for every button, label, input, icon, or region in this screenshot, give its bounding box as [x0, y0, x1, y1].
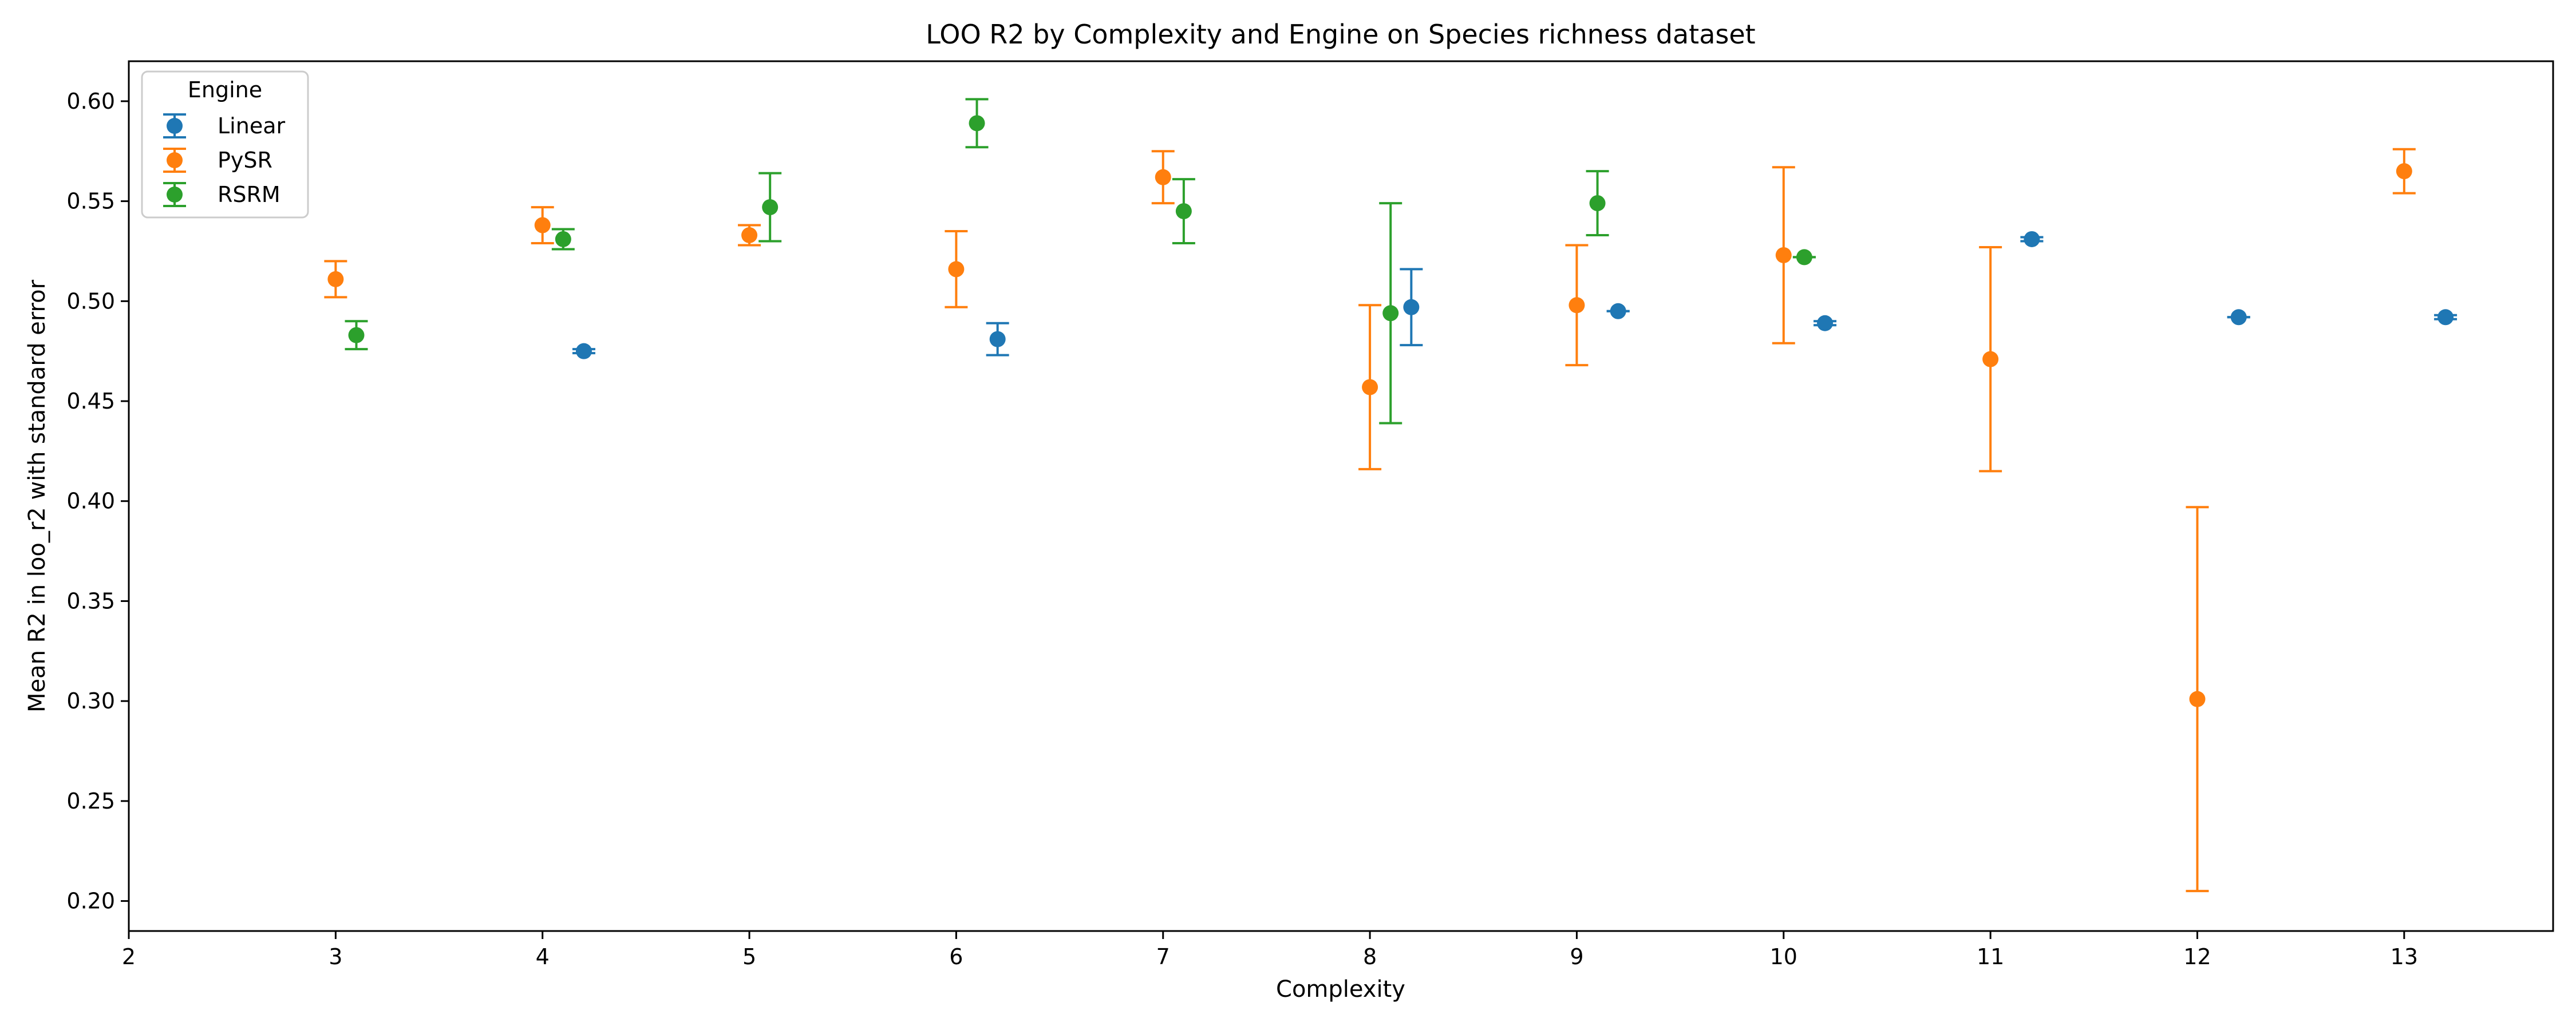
linear-point	[2024, 231, 2040, 247]
x-tick-label: 6	[949, 944, 963, 969]
chart-title: LOO R2 by Complexity and Engine on Speci…	[926, 19, 1755, 50]
pysr-point	[741, 227, 758, 243]
linear-legend-marker	[167, 118, 183, 134]
x-tick-label: 13	[2391, 944, 2418, 969]
pysr-point	[1982, 351, 1999, 367]
y-tick-label: 0.55	[66, 189, 115, 214]
linear-legend-label: Linear	[218, 113, 285, 138]
rsrm-point	[555, 231, 571, 247]
rsrm-legend-marker	[167, 187, 183, 203]
pysr-point	[2396, 163, 2412, 180]
x-tick-label: 9	[1570, 944, 1583, 969]
points-layer	[327, 115, 2454, 707]
x-tick-label: 8	[1363, 944, 1377, 969]
linear-point	[575, 343, 592, 359]
x-tick-label: 12	[2183, 944, 2211, 969]
rsrm-point	[762, 199, 779, 216]
rsrm-point	[969, 115, 985, 132]
legend: Engine Linear PySR RSRM	[141, 70, 309, 219]
rsrm-point	[348, 327, 365, 343]
rsrm-point	[1382, 305, 1399, 322]
x-tick-label: 3	[329, 944, 342, 969]
pysr-point	[1775, 247, 1792, 263]
plot-frame	[128, 60, 2554, 932]
pysr-point	[2189, 691, 2206, 707]
pysr-point	[1155, 169, 1171, 185]
y-axis-ticks: 0.20 0.25 0.30 0.35 0.40 0.45 0.50 0.55 0.60	[66, 89, 129, 914]
pysr-point	[534, 217, 551, 233]
legend-title: Engine	[188, 77, 262, 102]
x-tick-label: 11	[1977, 944, 2004, 969]
pysr-point	[327, 271, 344, 287]
rsrm-point	[1796, 249, 1812, 266]
legend-frame	[141, 70, 309, 219]
rsrm-legend-label: RSRM	[218, 182, 280, 207]
y-axis-label: Mean R2 in loo_r2 with standard error	[24, 279, 50, 712]
y-tick-label: 0.25	[66, 789, 115, 814]
x-tick-label: 2	[122, 944, 136, 969]
x-axis-label: Complexity	[1276, 976, 1405, 1003]
linear-point	[1610, 303, 1626, 319]
x-axis-ticks: 2 3 4 5 6 7 8 9 10 11 12 13	[122, 931, 2418, 969]
pysr-point	[948, 261, 965, 278]
rsrm-point	[1589, 195, 1606, 212]
linear-point	[1403, 299, 1420, 315]
y-tick-label: 0.20	[66, 889, 115, 914]
x-tick-label: 10	[1770, 944, 1797, 969]
x-tick-label: 5	[742, 944, 756, 969]
y-tick-label: 0.60	[66, 89, 115, 114]
y-tick-label: 0.50	[66, 288, 115, 314]
linear-point	[1817, 315, 1834, 331]
pysr-point	[1568, 297, 1585, 314]
y-tick-label: 0.30	[66, 688, 115, 714]
pysr-point	[1362, 379, 1378, 395]
linear-point	[989, 331, 1006, 347]
y-tick-label: 0.35	[66, 588, 115, 613]
linear-point	[2230, 309, 2247, 326]
y-tick-label: 0.40	[66, 489, 115, 514]
x-tick-label: 7	[1156, 944, 1170, 969]
pysr-legend-marker	[167, 152, 183, 168]
rsrm-point	[1175, 203, 1192, 220]
linear-point	[2437, 309, 2454, 326]
legend-entries: Linear PySR RSRM	[163, 113, 285, 207]
x-tick-label: 4	[536, 944, 550, 969]
pysr-legend-label: PySR	[218, 148, 272, 173]
y-tick-label: 0.45	[66, 389, 115, 414]
